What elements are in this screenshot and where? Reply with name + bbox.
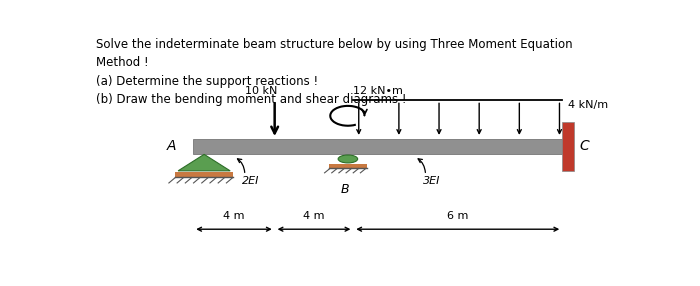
Bar <box>562 122 574 171</box>
Text: 12 kN•m: 12 kN•m <box>354 86 403 96</box>
Circle shape <box>338 155 358 163</box>
Text: 4 kN/m: 4 kN/m <box>568 100 608 110</box>
Text: 2EI: 2EI <box>242 176 260 186</box>
Text: 10 kN: 10 kN <box>245 86 277 96</box>
Text: A: A <box>167 138 176 152</box>
Text: 4 m: 4 m <box>223 211 245 221</box>
Text: B: B <box>340 183 349 196</box>
Polygon shape <box>178 154 230 171</box>
Bar <box>329 164 367 168</box>
Text: C: C <box>579 138 589 152</box>
Text: 6 m: 6 m <box>447 211 468 221</box>
Text: 4 m: 4 m <box>303 211 325 221</box>
Text: 3EI: 3EI <box>423 176 440 186</box>
Bar <box>193 139 562 154</box>
Text: Solve the indeterminate beam structure below by using Three Moment Equation
Meth: Solve the indeterminate beam structure b… <box>96 38 573 106</box>
Bar <box>176 172 233 177</box>
